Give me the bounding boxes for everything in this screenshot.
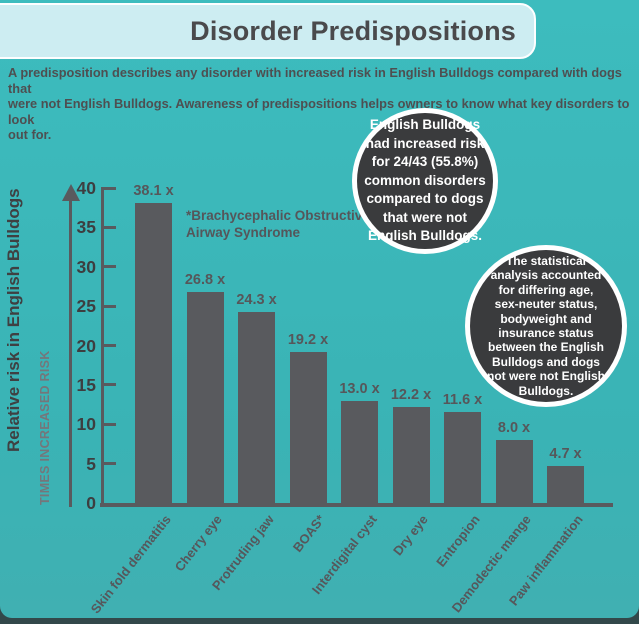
boas-annotation: *Brachycephalic Obstructive Airway Syndr… [186, 208, 370, 240]
bar-value-label: 19.2 x [287, 331, 329, 348]
y-axis-arrow-line [69, 199, 72, 507]
title-banner: Disorder Predispositions [0, 3, 536, 59]
page-title: Disorder Predispositions [190, 15, 516, 46]
bar-value-label: 24.3 x [236, 291, 277, 308]
stats-callout-circle: The statistical analysis accounted for d… [465, 245, 627, 407]
y-tick-mark [101, 422, 116, 426]
y-tick-mark [101, 383, 116, 387]
y-tick-label: 5 [86, 453, 96, 474]
y-tick-mark [101, 265, 116, 269]
bar [238, 311, 275, 503]
bar [495, 440, 533, 503]
bar [444, 411, 481, 503]
bar-value-label: 4.7 x [549, 445, 582, 462]
y-tick-mark [101, 462, 116, 466]
bar-value-label: 8.0 x [497, 420, 531, 436]
y-tick-label: 35 [76, 217, 96, 238]
bar [341, 400, 378, 503]
y-tick-label: 40 [76, 178, 96, 198]
y-axis-arrow-head-icon [62, 184, 80, 201]
y-tick-label: 15 [76, 374, 96, 395]
bar-value-label: 38.1 x [133, 182, 174, 199]
y-tick-mark [101, 304, 116, 308]
y-tick-mark [101, 186, 116, 190]
bar [186, 291, 224, 503]
bar [392, 406, 430, 503]
bar [289, 351, 327, 503]
y-axis-label: Relative risk in English Bulldogs [4, 188, 23, 452]
y-tick-label: 25 [76, 296, 96, 317]
y-tick-mark [101, 225, 116, 229]
stats-callout-text: The statistical analysis accounted for d… [470, 250, 622, 402]
bar-value-label: 26.8 x [184, 271, 226, 288]
intro-paragraph: A predisposition describes any disorder … [8, 65, 630, 143]
x-axis-line [100, 503, 613, 507]
risk-callout-text: English Bulldogs had increased risk for … [357, 113, 493, 249]
bar-value-label: 11.6 x [442, 391, 483, 408]
y-tick-label: 10 [76, 414, 96, 435]
bar [135, 202, 172, 503]
bar [547, 465, 584, 503]
y-axis-secondary-label: TIMES INCREASED RISK [38, 350, 52, 505]
y-tick-label: 20 [76, 335, 96, 356]
y-tick-mark [101, 344, 116, 347]
risk-callout-circle: English Bulldogs had increased risk for … [352, 108, 498, 254]
bar-value-label: 13.0 x [339, 380, 380, 397]
y-tick-label: 30 [76, 256, 96, 277]
y-tick-label: 0 [86, 493, 96, 513]
bar-value-label: 12.2 x [390, 386, 432, 403]
